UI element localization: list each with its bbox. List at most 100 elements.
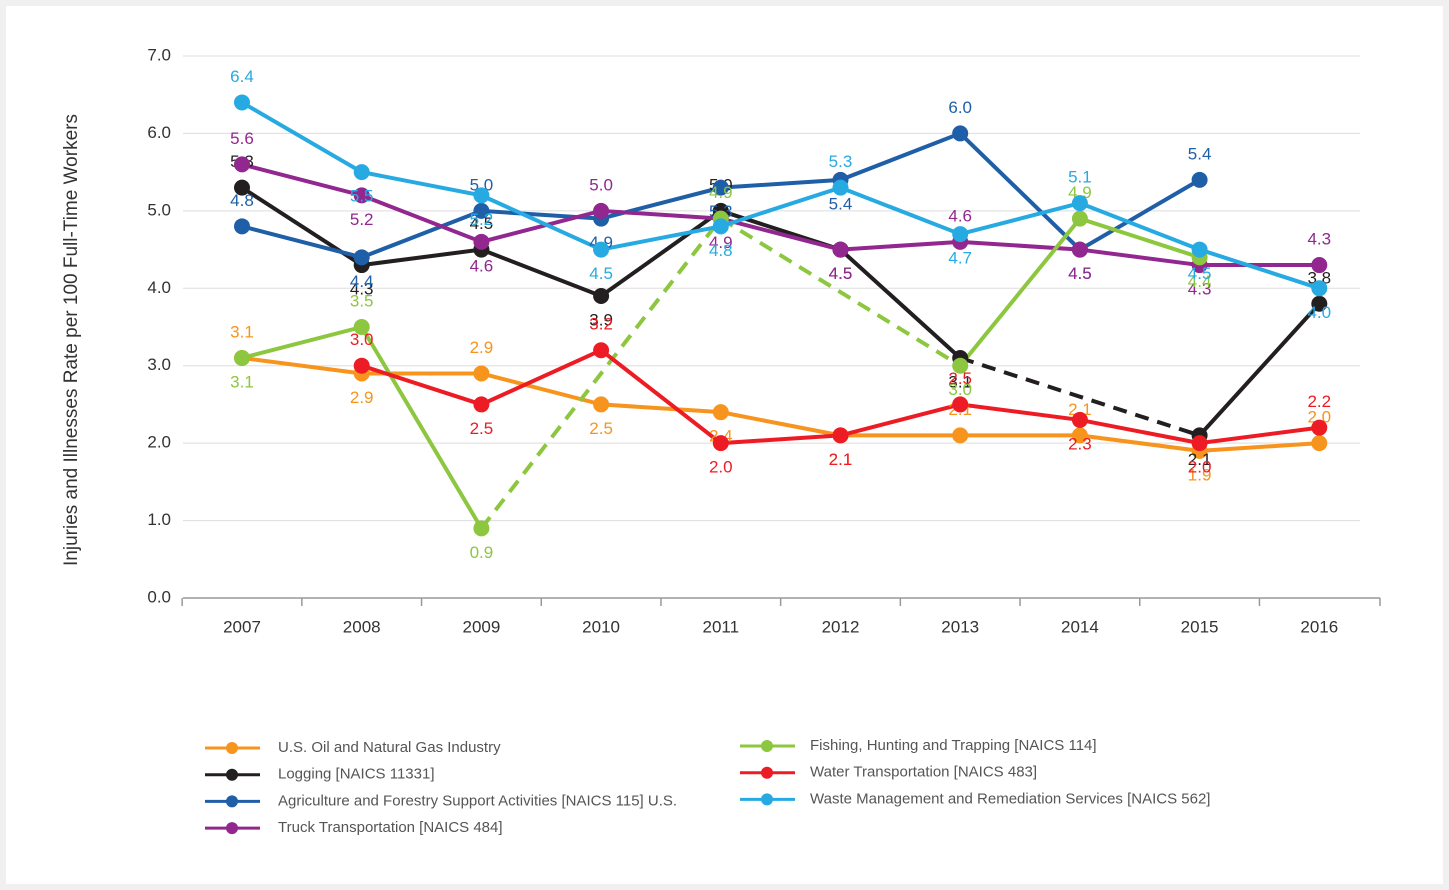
data-label: 4.8 — [709, 241, 733, 260]
marker — [952, 125, 969, 142]
x-tick-label: 2007 — [223, 617, 261, 636]
data-label: 3.8 — [1307, 268, 1331, 287]
data-label: 5.2 — [470, 210, 494, 229]
marker — [1071, 427, 1088, 444]
marker — [1311, 435, 1328, 452]
data-label: 4.9 — [709, 233, 733, 252]
data-label: 2.1 — [1068, 400, 1092, 419]
y-tick-label: 4.0 — [147, 278, 171, 297]
y-tick-label: 1.0 — [147, 510, 171, 529]
data-label: 4.0 — [1307, 303, 1331, 322]
data-label: 3.5 — [350, 291, 374, 310]
marker — [234, 179, 250, 196]
marker — [1191, 171, 1208, 188]
data-label: 4.3 — [1307, 230, 1331, 249]
marker — [234, 156, 250, 173]
y-tick-label: 2.0 — [147, 433, 171, 452]
data-label: 4.3 — [350, 280, 374, 299]
data-label: 5.3 — [829, 152, 853, 171]
data-label: 5.4 — [1188, 144, 1212, 163]
data-label: 4.9 — [1068, 183, 1092, 202]
data-label: 5.1 — [1068, 168, 1092, 187]
data-label: 3.0 — [350, 330, 374, 349]
x-tick-label: 2008 — [343, 617, 381, 636]
marker — [353, 249, 370, 266]
data-label: 2.2 — [1307, 392, 1331, 411]
marker — [952, 357, 969, 374]
data-label: 4.6 — [948, 206, 972, 225]
legend-label: Logging [NAICS 11331] — [278, 766, 435, 783]
y-tick-label: 7.0 — [147, 45, 171, 64]
data-label: 6.4 — [230, 67, 254, 86]
data-label: 0.9 — [470, 543, 494, 562]
data-label: 2.0 — [1188, 458, 1212, 477]
gap-line — [719, 216, 962, 368]
x-tick-label: 2011 — [703, 617, 740, 636]
legend-marker — [226, 742, 238, 754]
x-tick-label: 2012 — [822, 617, 860, 636]
data-label: 2.9 — [350, 388, 374, 407]
data-label: 4.3 — [1188, 280, 1212, 299]
data-label: 4.5 — [829, 264, 853, 283]
legend-marker — [761, 793, 773, 806]
gap-line — [479, 217, 723, 530]
data-label: 2.0 — [1307, 408, 1331, 427]
x-tick-label: 2015 — [1181, 617, 1219, 636]
marker — [832, 179, 849, 196]
series-line — [240, 100, 1320, 291]
legend-label: U.S. Oil and Natural Gas Industry — [278, 739, 501, 756]
marker — [473, 202, 490, 219]
marker — [473, 187, 490, 204]
x-tick-label: 2016 — [1300, 617, 1338, 636]
data-label: 1.9 — [1188, 465, 1212, 484]
data-label: 3.1 — [948, 372, 972, 391]
data-label: 5.5 — [350, 187, 374, 206]
y-tick-label: 3.0 — [147, 355, 171, 374]
data-label: 4.7 — [948, 249, 972, 268]
data-label: 4.5 — [589, 264, 613, 283]
marker — [353, 187, 370, 204]
y-tick-label: 5.0 — [147, 200, 171, 219]
marker — [473, 365, 490, 382]
data-label: 2.5 — [589, 419, 613, 438]
marker — [1071, 411, 1088, 428]
marker — [353, 319, 370, 335]
legend-marker — [226, 795, 238, 808]
marker — [473, 233, 490, 250]
gap-line — [959, 356, 1201, 438]
marker — [353, 164, 370, 181]
data-label: 3.2 — [589, 315, 613, 334]
series-line — [241, 162, 1320, 268]
data-label: 2.5 — [948, 369, 972, 388]
marker — [1071, 210, 1088, 227]
marker — [1071, 195, 1088, 212]
data-label: 5.0 — [470, 175, 494, 194]
x-tick-label: 2009 — [462, 617, 500, 636]
data-label: 4.4 — [1188, 272, 1212, 291]
marker — [593, 342, 610, 359]
marker — [473, 396, 490, 413]
legend-marker — [226, 768, 238, 781]
legend-marker — [761, 740, 773, 752]
series-line — [1198, 302, 1321, 437]
legend-marker — [761, 766, 773, 779]
marker — [593, 241, 610, 258]
x-tick-label: 2014 — [1061, 617, 1099, 636]
data-label: 5.2 — [350, 210, 374, 229]
marker — [952, 396, 969, 413]
data-label: 4.5 — [470, 214, 494, 233]
marker — [712, 179, 729, 196]
data-label: 3.0 — [948, 380, 972, 399]
data-label: 6.0 — [948, 98, 972, 117]
y-tick-label: 0.0 — [147, 587, 171, 606]
marker — [712, 435, 729, 452]
y-tick-label: 6.0 — [147, 123, 171, 142]
marker — [593, 202, 610, 219]
x-tick-label: 2013 — [941, 617, 979, 636]
data-label: 4.6 — [470, 256, 494, 275]
marker — [952, 427, 969, 444]
marker — [1311, 257, 1328, 274]
data-label: 2.9 — [470, 338, 494, 357]
marker — [234, 349, 250, 366]
data-label: 2.3 — [1068, 434, 1092, 453]
